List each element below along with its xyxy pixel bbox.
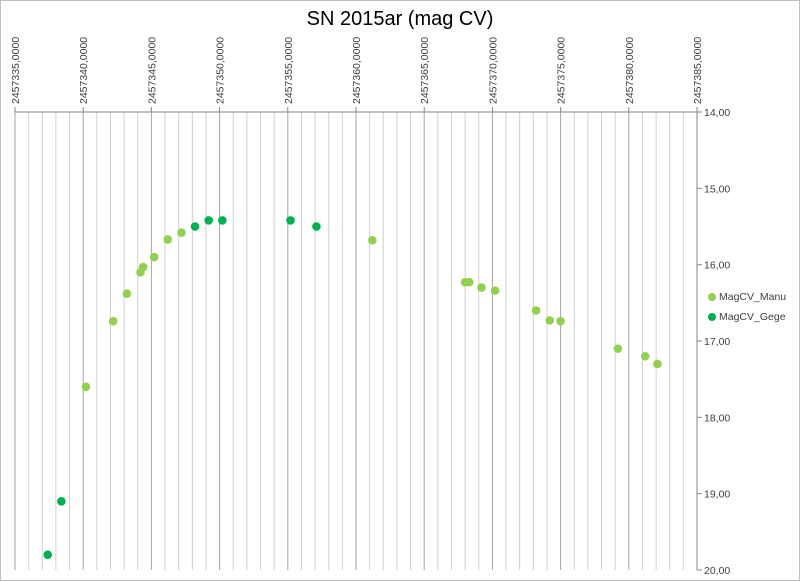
data-point (108, 316, 118, 326)
legend-marker (708, 313, 716, 321)
y-tick-label: 15,00 (704, 183, 730, 195)
data-point (653, 359, 662, 369)
data-point (204, 216, 213, 225)
x-tick-label: 2457380,0000 (624, 37, 636, 104)
data-point (163, 235, 173, 244)
x-tick-label: 2457360,0000 (351, 37, 363, 104)
legend-marker (708, 293, 716, 301)
y-tick-label: 18,00 (704, 412, 730, 424)
x-tick-label: 2457340,0000 (78, 37, 90, 104)
y-tick-label: 20,00 (704, 565, 730, 577)
data-point (122, 289, 132, 298)
data-point (545, 316, 554, 325)
data-point (368, 235, 377, 245)
y-tick-label: 14,00 (704, 107, 730, 119)
y-tick-label: 17,00 (704, 336, 730, 348)
data-point (531, 306, 541, 315)
legend-label: MagCV_Manu (719, 291, 787, 303)
x-tick-label: 2457385,0000 (692, 37, 704, 104)
data-point (177, 228, 186, 237)
data-point (490, 286, 500, 295)
data-point (556, 316, 565, 326)
data-point (149, 252, 159, 262)
data-point (464, 277, 474, 287)
data-point (138, 262, 148, 272)
data-point (613, 344, 623, 353)
chart-title: SN 2015ar (mag CV) (306, 8, 494, 30)
x-tick-label: 2457355,0000 (283, 37, 295, 104)
legend-label: MagCV_Gege (719, 311, 786, 323)
x-tick-label: 2457370,0000 (487, 37, 499, 104)
data-point (190, 222, 200, 231)
y-tick-label: 19,00 (704, 489, 730, 501)
data-point (43, 550, 53, 560)
data-point (286, 216, 295, 225)
x-tick-label: 2457375,0000 (556, 37, 568, 104)
x-tick-label: 2457335,0000 (10, 37, 22, 104)
y-tick-label: 16,00 (704, 260, 730, 272)
data-point (640, 351, 650, 361)
data-point (312, 222, 321, 231)
data-point (57, 497, 66, 506)
x-tick-label: 2457365,0000 (419, 37, 431, 104)
data-point (218, 216, 227, 225)
x-tick-label: 2457345,0000 (146, 37, 158, 104)
x-tick-label: 2457350,0000 (215, 37, 227, 104)
data-point (81, 382, 91, 392)
data-point (477, 283, 486, 292)
